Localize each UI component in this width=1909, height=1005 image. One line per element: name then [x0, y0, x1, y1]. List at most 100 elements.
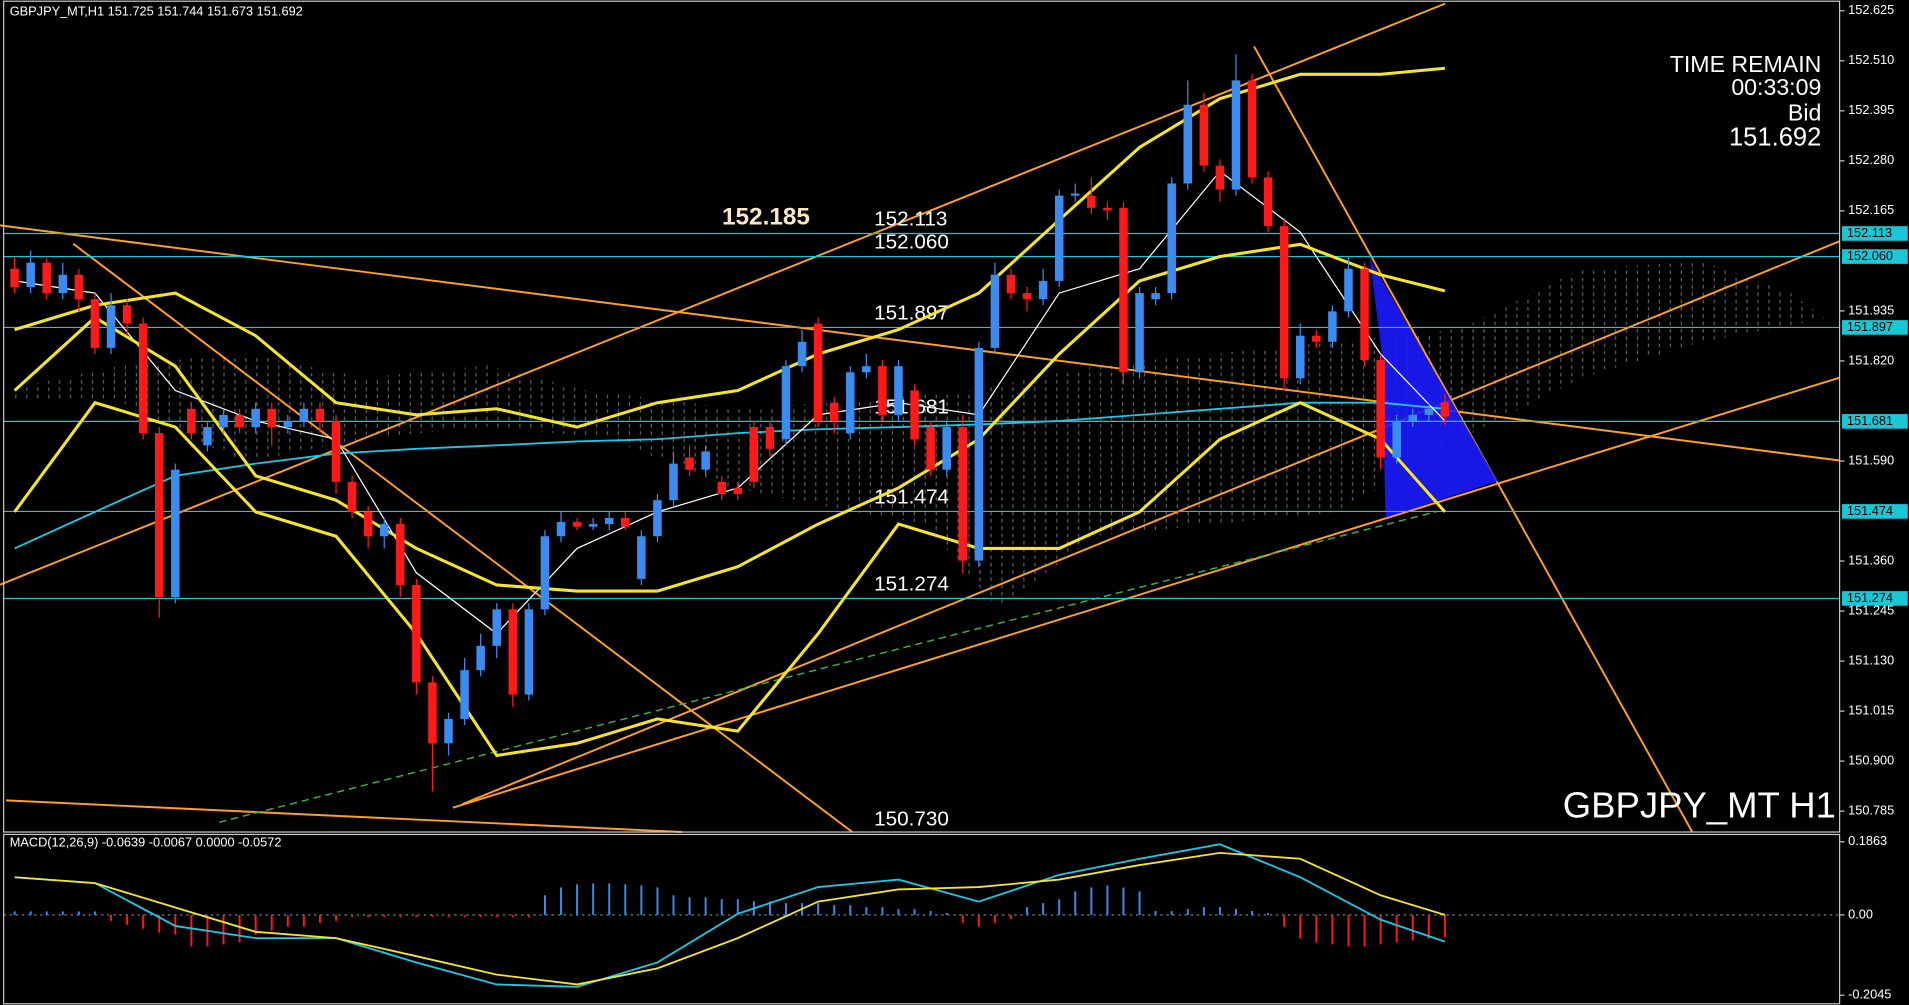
- candle-body: [1199, 104, 1209, 166]
- candle-body: [1263, 177, 1273, 227]
- macd-label: MACD(12,26,9) -0.0639 -0.0067 0.0000 -0.…: [10, 834, 282, 849]
- candle-body: [1183, 104, 1193, 184]
- candle-body: [797, 341, 807, 367]
- info-text: TIME REMAIN: [1670, 51, 1822, 77]
- y-tick-label: 152.395: [1848, 102, 1894, 117]
- candle-body: [1071, 193, 1080, 196]
- candle-body: [685, 457, 694, 470]
- candle-body: [1022, 293, 1032, 300]
- candle-body: [171, 469, 180, 598]
- candle-body: [1376, 360, 1385, 458]
- candle-body: [604, 517, 614, 525]
- candle-body: [138, 323, 148, 434]
- candle-body: [106, 305, 116, 348]
- candle-body: [749, 427, 759, 482]
- candle-body: [379, 524, 389, 537]
- level-label: 151.474: [874, 486, 949, 509]
- header: GBPJPY_MT,H1 151.725 151.744 151.673 151…: [10, 4, 303, 19]
- candle-body: [540, 536, 550, 610]
- candle-body: [315, 408, 325, 421]
- candle-body: [588, 524, 598, 527]
- candle-body: [1215, 165, 1225, 190]
- candle-body: [942, 427, 951, 470]
- candle-body: [1151, 293, 1160, 300]
- candle-body: [1424, 408, 1434, 415]
- level-box: [1842, 249, 1908, 264]
- info-text: Bid: [1788, 100, 1821, 126]
- candle-body: [878, 366, 887, 415]
- y-tick-label: 150.900: [1848, 752, 1894, 767]
- candle-body: [428, 682, 437, 744]
- candle-body: [1328, 311, 1337, 342]
- indicator-line: [14, 843, 1446, 988]
- candle-body: [347, 481, 357, 512]
- candle-body: [154, 433, 164, 598]
- candle-body: [637, 536, 646, 579]
- y-tick-label: 152.165: [1848, 202, 1894, 217]
- y-tick-label: 0.1863: [1848, 833, 1887, 848]
- candle-body: [990, 274, 1000, 348]
- candle-body: [974, 347, 984, 561]
- y-tick-label: 152.510: [1848, 52, 1894, 67]
- y-tick-label: 152.625: [1848, 2, 1894, 17]
- candle-body: [910, 390, 919, 440]
- dashed-line: [218, 510, 1437, 823]
- candle-body: [203, 427, 212, 446]
- indicator-line: [14, 66, 1446, 429]
- candle-body: [1392, 420, 1401, 458]
- candle-body: [396, 524, 405, 585]
- level-box-label: 152.060: [1847, 248, 1893, 263]
- y-tick-label: 151.360: [1848, 552, 1894, 567]
- candle-body: [412, 584, 421, 683]
- candle-body: [1054, 195, 1064, 281]
- candle-body: [572, 521, 582, 527]
- y-tick-label: 151.245: [1848, 602, 1894, 617]
- level-box: [1842, 591, 1908, 606]
- candle-body: [508, 609, 518, 695]
- candle-body: [283, 420, 293, 428]
- level-box-label: 151.474: [1847, 503, 1893, 518]
- candle-body: [1006, 274, 1016, 294]
- level-box: [1842, 414, 1908, 429]
- level-label: 151.274: [874, 573, 949, 596]
- level-label: 152.113: [874, 208, 947, 231]
- candle-body: [1135, 293, 1144, 373]
- candle-body: [331, 420, 341, 482]
- candle-body: [444, 718, 453, 744]
- candle-body: [1038, 280, 1048, 300]
- candle-body: [1087, 195, 1096, 208]
- indicator-line: [13, 400, 1447, 758]
- candle-body: [1360, 268, 1369, 361]
- candle-body: [235, 414, 244, 428]
- triangle: [1369, 258, 1498, 518]
- indicator-line: [13, 242, 1446, 593]
- candle-body: [363, 511, 373, 537]
- main-frame: [3, 0, 1841, 833]
- candle-body: [1296, 335, 1305, 379]
- y-tick-label: 151.590: [1848, 452, 1894, 467]
- candle-body: [1103, 207, 1112, 211]
- candle-body: [1119, 207, 1128, 373]
- candle-body: [90, 299, 100, 348]
- candle-body: [251, 408, 260, 428]
- plot-area: 152.113152.060151.897151.681151.474151.2…: [3, 2, 1908, 1002]
- level-box: [1842, 226, 1908, 241]
- candle-body: [122, 305, 132, 324]
- candle-body: [1231, 80, 1241, 190]
- candle-body: [846, 372, 855, 434]
- candle-body: [299, 408, 309, 421]
- candle-body: [781, 366, 791, 440]
- level-box-label: 151.897: [1847, 319, 1893, 334]
- y-tick-label: 151.130: [1848, 652, 1894, 667]
- candle-body: [829, 402, 839, 421]
- candle-body: [1440, 402, 1450, 417]
- candle-body: [58, 274, 68, 294]
- candle-body: [1312, 335, 1321, 342]
- candle-body: [476, 645, 485, 671]
- candle-body: [717, 481, 726, 495]
- candle-body: [926, 427, 935, 470]
- candle-body: [958, 427, 968, 561]
- y-tick-label: 151.935: [1848, 302, 1894, 317]
